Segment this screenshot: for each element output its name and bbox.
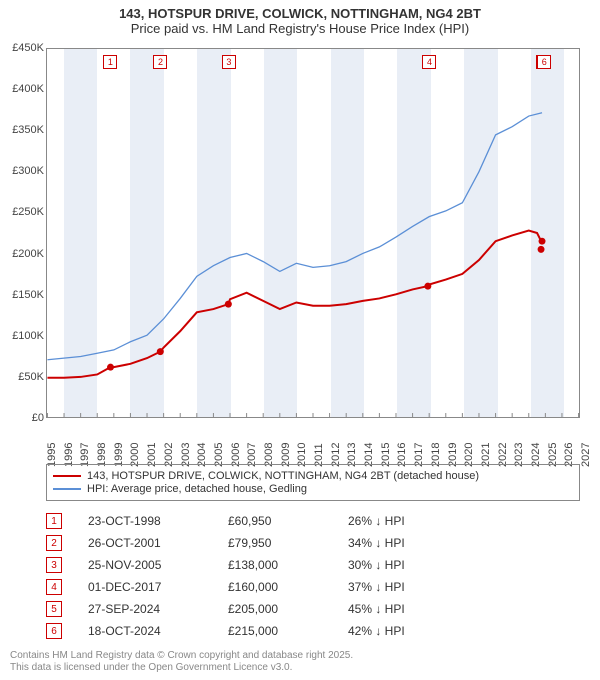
y-tick-label: £200K (0, 248, 44, 260)
marker-table-row: 2 26-OCT-2001£79,95034% ↓ HPI (46, 532, 580, 554)
chart-marker-1: 1 (103, 55, 117, 69)
legend-box: 143, HOTSPUR DRIVE, COLWICK, NOTTINGHAM,… (46, 464, 580, 501)
x-tick-label: 2024 (530, 437, 542, 467)
chart-marker-6: 6 (537, 55, 551, 69)
x-tick-label: 2019 (447, 437, 459, 467)
x-tick-label: 2027 (580, 437, 592, 467)
y-tick-label: £100K (0, 330, 44, 342)
marker-date: 18-OCT-2024 (88, 624, 228, 638)
x-tick-label: 1996 (63, 437, 75, 467)
marker-date: 27-SEP-2024 (88, 602, 228, 616)
y-tick-label: £250K (0, 206, 44, 218)
x-tick-label: 2021 (480, 437, 492, 467)
marker-diff: 45% ↓ HPI (348, 602, 478, 616)
x-tick-label: 2007 (246, 437, 258, 467)
x-tick-label: 2013 (346, 437, 358, 467)
marker-diff: 42% ↓ HPI (348, 624, 478, 638)
footer-attribution: Contains HM Land Registry data © Crown c… (10, 650, 353, 674)
x-tick-label: 2020 (463, 437, 475, 467)
marker-date: 25-NOV-2005 (88, 558, 228, 572)
legend-label: HPI: Average price, detached house, Gedl… (87, 483, 307, 495)
x-tick-label: 1995 (46, 437, 58, 467)
x-tick-label: 2025 (547, 437, 559, 467)
x-tick-label: 2008 (263, 437, 275, 467)
chart-marker-3: 3 (222, 55, 236, 69)
marker-diff: 34% ↓ HPI (348, 536, 478, 550)
marker-price: £60,950 (228, 514, 348, 528)
marker-diff: 37% ↓ HPI (348, 580, 478, 594)
x-tick-label: 2000 (129, 437, 141, 467)
marker-table-row: 1 23-OCT-1998£60,95026% ↓ HPI (46, 510, 580, 532)
marker-table-row: 4 01-DEC-2017£160,00037% ↓ HPI (46, 576, 580, 598)
marker-price: £205,000 (228, 602, 348, 616)
x-tick-label: 2010 (296, 437, 308, 467)
legend-label: 143, HOTSPUR DRIVE, COLWICK, NOTTINGHAM,… (87, 470, 479, 482)
marker-price: £160,000 (228, 580, 348, 594)
marker-number: 5 (46, 601, 62, 617)
x-tick-label: 2018 (430, 437, 442, 467)
y-tick-label: £350K (0, 124, 44, 136)
chart-marker-2: 2 (153, 55, 167, 69)
chart-svg (47, 49, 579, 417)
marker-diff: 30% ↓ HPI (348, 558, 478, 572)
marker-number: 2 (46, 535, 62, 551)
x-tick-label: 1999 (113, 437, 125, 467)
x-tick-label: 2003 (180, 437, 192, 467)
legend-swatch (53, 488, 81, 489)
y-tick-label: £450K (0, 42, 44, 54)
marker-date: 26-OCT-2001 (88, 536, 228, 550)
page-root: 143, HOTSPUR DRIVE, COLWICK, NOTTINGHAM,… (0, 0, 600, 680)
x-tick-label: 1998 (96, 437, 108, 467)
footer-line1: Contains HM Land Registry data © Crown c… (10, 650, 353, 662)
x-tick-label: 2023 (513, 437, 525, 467)
y-tick-label: £0 (0, 412, 44, 424)
marker-table-row: 5 27-SEP-2024£205,00045% ↓ HPI (46, 598, 580, 620)
marker-number: 3 (46, 557, 62, 573)
x-tick-label: 2026 (563, 437, 575, 467)
marker-date: 23-OCT-1998 (88, 514, 228, 528)
x-tick-label: 1997 (79, 437, 91, 467)
chart-title-line2: Price paid vs. HM Land Registry's House … (4, 21, 596, 36)
marker-number: 1 (46, 513, 62, 529)
legend-swatch (53, 475, 81, 477)
chart-marker-4: 4 (422, 55, 436, 69)
marker-number: 6 (46, 623, 62, 639)
x-tick-label: 2017 (413, 437, 425, 467)
marker-price: £79,950 (228, 536, 348, 550)
marker-table-row: 3 25-NOV-2005£138,00030% ↓ HPI (46, 554, 580, 576)
x-tick-label: 2001 (146, 437, 158, 467)
legend-item: HPI: Average price, detached house, Gedl… (53, 483, 573, 495)
x-tick-label: 2011 (313, 437, 325, 467)
footer-line2: This data is licensed under the Open Gov… (10, 662, 353, 674)
y-tick-label: £400K (0, 83, 44, 95)
marker-price: £215,000 (228, 624, 348, 638)
x-tick-label: 2004 (196, 437, 208, 467)
x-tick-label: 2015 (380, 437, 392, 467)
marker-price: £138,000 (228, 558, 348, 572)
y-tick-label: £50K (0, 371, 44, 383)
y-tick-label: £300K (0, 165, 44, 177)
marker-table: 1 23-OCT-1998£60,95026% ↓ HPI 2 26-OCT-2001… (46, 510, 580, 642)
x-tick-label: 2009 (280, 437, 292, 467)
chart-plot-area: 123456 (46, 48, 580, 418)
x-tick-label: 2022 (497, 437, 509, 467)
y-tick-label: £150K (0, 289, 44, 301)
chart-title-line1: 143, HOTSPUR DRIVE, COLWICK, NOTTINGHAM,… (4, 6, 596, 21)
x-tick-label: 2002 (163, 437, 175, 467)
x-tick-label: 2006 (230, 437, 242, 467)
x-tick-label: 2012 (330, 437, 342, 467)
marker-diff: 26% ↓ HPI (348, 514, 478, 528)
legend-item: 143, HOTSPUR DRIVE, COLWICK, NOTTINGHAM,… (53, 470, 573, 482)
marker-number: 4 (46, 579, 62, 595)
x-tick-label: 2014 (363, 437, 375, 467)
x-tick-label: 2005 (213, 437, 225, 467)
chart-title-block: 143, HOTSPUR DRIVE, COLWICK, NOTTINGHAM,… (0, 0, 600, 38)
marker-date: 01-DEC-2017 (88, 580, 228, 594)
marker-table-row: 6 18-OCT-2024£215,00042% ↓ HPI (46, 620, 580, 642)
x-tick-label: 2016 (396, 437, 408, 467)
